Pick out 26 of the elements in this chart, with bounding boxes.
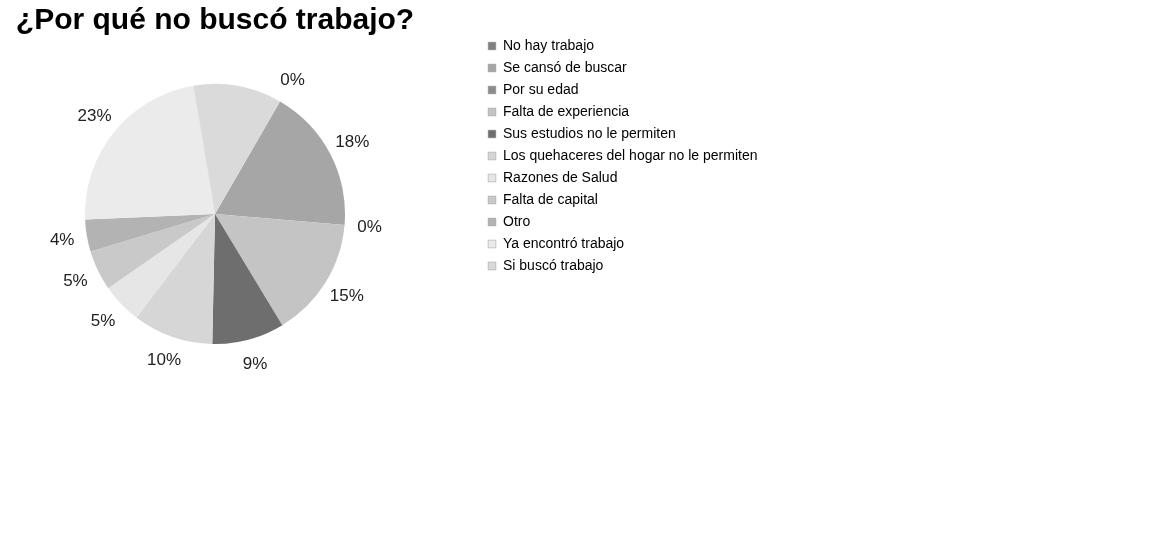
data-label: 23%	[77, 106, 112, 126]
text: 0%	[280, 69, 305, 89]
legend-label: Si buscó trabajo	[503, 257, 604, 273]
pie-slice	[212, 214, 283, 344]
legend-label: Ya encontró trabajo	[503, 235, 625, 251]
pie-slice	[85, 214, 215, 252]
legend-label: Los quehaceres del hogar no le permiten	[503, 147, 758, 163]
chart-title: ¿Por qué no buscó trabajo?	[15, 2, 415, 35]
pie-slice	[136, 214, 215, 344]
data-label: 4%	[49, 229, 75, 249]
legend-label: Se cansó de buscar	[503, 59, 628, 75]
text: 0%	[357, 216, 382, 236]
data-label: 9%	[242, 353, 268, 373]
data-label: 5%	[63, 271, 88, 291]
legend-label: Sus estudios no le permiten	[503, 125, 676, 141]
legend-label: No hay trabajo	[503, 37, 595, 53]
legend-label: Por su edad	[503, 81, 579, 97]
legend-label: Falta de capital	[503, 191, 598, 207]
legend-label: Razones de Salud	[503, 169, 618, 185]
pie-slice	[193, 84, 280, 214]
legend-label: Falta de experiencia	[503, 103, 630, 119]
data-label: 5%	[90, 311, 116, 331]
legend-label: Otro	[503, 213, 531, 229]
data-label: 18%	[335, 132, 370, 152]
data-label: 15%	[329, 285, 364, 305]
data-label: 10%	[147, 350, 182, 370]
